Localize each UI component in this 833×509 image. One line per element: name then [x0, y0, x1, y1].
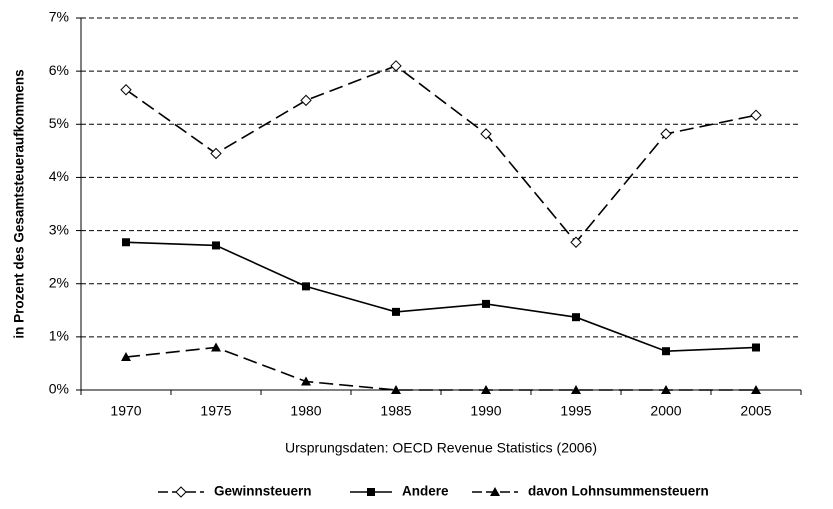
series-line	[125, 64, 757, 244]
marker	[571, 385, 581, 394]
note: Ursprungsdaten: OECD Revenue Statistics …	[285, 440, 597, 456]
marker	[122, 238, 130, 247]
x-tick-label: 1995	[560, 403, 591, 419]
marker	[572, 313, 580, 322]
marker	[210, 147, 222, 160]
marker	[120, 84, 132, 96]
marker	[302, 282, 310, 291]
x-tick-label: 2005	[740, 403, 771, 419]
marker	[211, 342, 221, 352]
y-tick-label: 4%	[49, 168, 69, 184]
y-tick-label: 0%	[49, 381, 69, 397]
marker	[121, 352, 131, 362]
legend-label: davon Lohnsummensteuern	[528, 484, 709, 499]
y-tick-label: 6%	[49, 62, 69, 78]
series-line	[125, 241, 757, 353]
marker	[390, 60, 402, 72]
x-tick-label: 2000	[650, 403, 681, 419]
marker	[570, 236, 582, 248]
marker	[301, 376, 311, 386]
x-tick-label: 1975	[200, 403, 231, 419]
marker	[480, 128, 492, 140]
marker	[660, 128, 672, 140]
marker	[392, 307, 400, 316]
marker	[751, 385, 761, 394]
y-tick-label: 1%	[49, 328, 69, 344]
marker	[661, 385, 671, 394]
marker	[212, 241, 220, 250]
legend-label: Andere	[402, 484, 449, 499]
x-tick-label: 1970	[110, 403, 141, 419]
marker	[490, 487, 500, 496]
marker	[752, 343, 760, 352]
marker	[482, 299, 490, 308]
marker	[175, 486, 187, 498]
y-tick-label: 2%	[49, 274, 69, 290]
marker	[300, 94, 312, 107]
y-axis-label: in Prozent des Gesamtsteueraufkommens	[12, 69, 27, 338]
series-line	[125, 346, 756, 391]
x-tick-label: 1990	[470, 403, 501, 419]
y-tick-label: 7%	[49, 9, 69, 25]
x-tick-label: 1980	[290, 403, 321, 419]
y-tick-label: 5%	[49, 115, 69, 131]
legend-label: Gewinnsteuern	[214, 484, 312, 499]
marker	[481, 385, 491, 394]
marker	[750, 109, 762, 121]
marker	[391, 385, 401, 394]
x-tick-label: 1985	[380, 403, 411, 419]
marker	[662, 347, 670, 356]
y-tick-label: 3%	[49, 221, 69, 237]
marker	[367, 488, 375, 496]
